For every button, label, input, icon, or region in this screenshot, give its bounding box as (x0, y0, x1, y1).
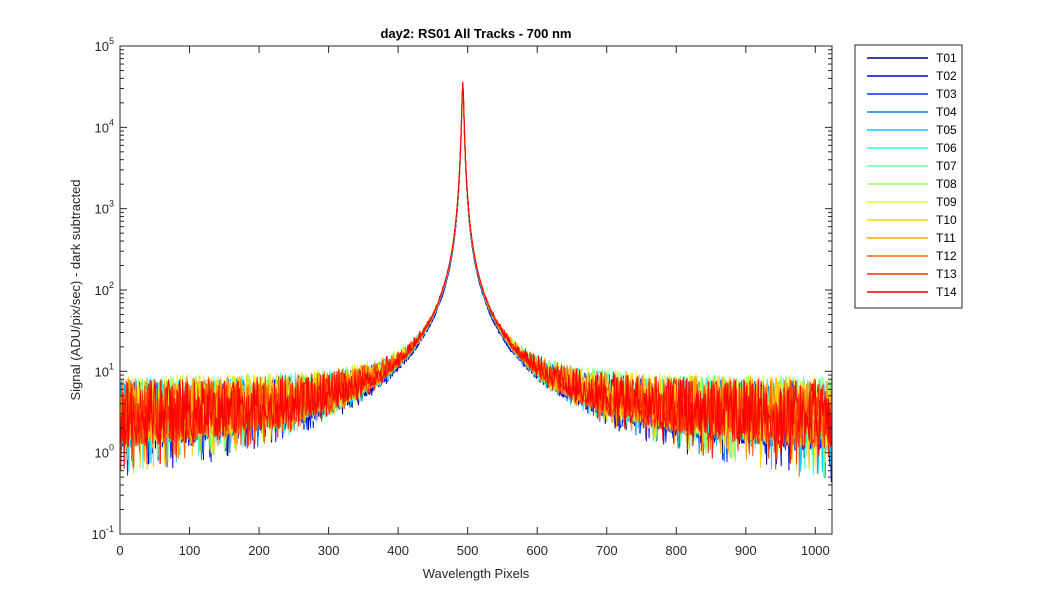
legend-label-t02: T02 (936, 69, 957, 83)
y-axis-title: Signal (ADU/pix/sec) - dark subtracted (68, 179, 83, 400)
legend-label-t03: T03 (936, 87, 957, 101)
legend-label-t12: T12 (936, 249, 957, 263)
legend-box (854, 44, 963, 309)
y-tick-label: 100 (95, 443, 114, 461)
x-tick-label: 300 (318, 543, 340, 558)
y-tick-label: 102 (95, 280, 114, 298)
legend-entries: T01 T02 T03 T04 T05 T06 T07 T08 T09 T10 T11 T12 T13 T… (867, 51, 957, 299)
legend-label-t04: T04 (936, 105, 957, 119)
x-tick-label: 700 (596, 543, 618, 558)
x-tick-label: 100 (179, 543, 201, 558)
legend-label-t01: T01 (936, 51, 957, 65)
x-axis-title: Wavelength Pixels (423, 566, 530, 581)
y-tick-label: 105 (95, 36, 114, 54)
legend-label-t06: T06 (936, 141, 957, 155)
x-tick-label: 800 (665, 543, 687, 558)
x-tick-label: 400 (387, 543, 409, 558)
x-tick-label: 1000 (801, 543, 830, 558)
legend: T01 T02 T03 T04 T05 T06 T07 T08 T09 T10 T11 T12 T13 T… (854, 44, 963, 309)
x-tick-label: 900 (735, 543, 757, 558)
legend-label-t10: T10 (936, 213, 957, 227)
plot-area (120, 46, 832, 534)
legend-label-t05: T05 (936, 123, 957, 137)
x-tick-label: 500 (457, 543, 479, 558)
y-tick-label: 10-1 (92, 524, 114, 542)
y-tick-label: 103 (95, 199, 114, 217)
x-tick-label: 0 (116, 543, 123, 558)
legend-label-t11: T11 (936, 231, 956, 245)
series-layer (119, 81, 833, 483)
x-tick-labels: 0 100 200 300 400 500 600 700 800 900 1000 (116, 543, 829, 558)
legend-label-t07: T07 (936, 159, 957, 173)
x-tick-label: 200 (248, 543, 270, 558)
chart-title: day2: RS01 All Tracks - 700 nm (380, 26, 571, 41)
legend-label-t09: T09 (936, 195, 957, 209)
legend-label-t08: T08 (936, 177, 957, 191)
plot-frame (119, 45, 833, 535)
y-tick-labels: 10-1 100 101 102 103 104 105 (92, 36, 114, 542)
y-tick-label: 104 (95, 117, 114, 135)
legend-label-t13: T13 (936, 267, 957, 281)
series-line-t14 (119, 81, 833, 470)
y-tick-label: 101 (95, 361, 114, 379)
x-tick-label: 600 (526, 543, 548, 558)
legend-label-t14: T14 (936, 285, 957, 299)
